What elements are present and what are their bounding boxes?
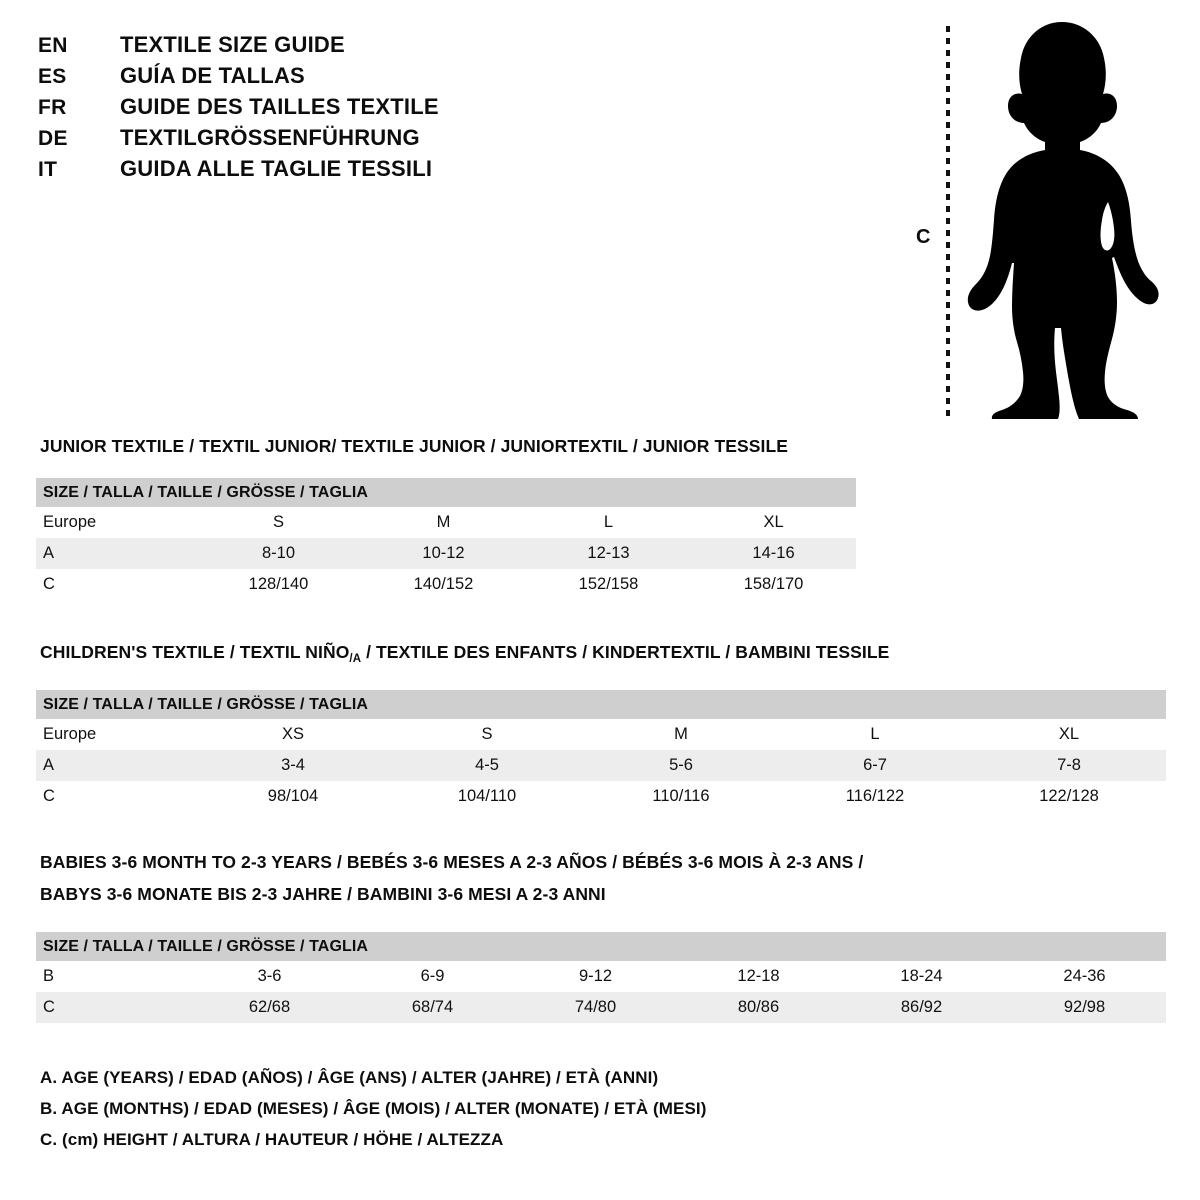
cell: 18-24 (840, 961, 1003, 992)
cell: 62/68 (188, 992, 351, 1023)
row-label: C (36, 781, 196, 812)
table-header-bar: SIZE / TALLA / TAILLE / GRÖSSE / TAGLIA (36, 478, 857, 507)
table-row: C 62/68 68/74 74/80 80/86 86/92 92/98 (36, 992, 1167, 1023)
junior-size-table: SIZE / TALLA / TAILLE / GRÖSSE / TAGLIA … (36, 478, 857, 600)
cell: 3-6 (188, 961, 351, 992)
legend-item-a: A. AGE (YEARS) / EDAD (AÑOS) / ÂGE (ANS)… (40, 1068, 659, 1087)
language-row: DE TEXTILGRÖSSENFÜHRUNG (38, 125, 439, 156)
cell: XL (972, 719, 1167, 750)
size-header-label: SIZE / TALLA / TAILLE / GRÖSSE / TAGLIA (36, 478, 857, 507)
cell: 74/80 (514, 992, 677, 1023)
cell: 152/158 (526, 569, 691, 600)
table-row: A 8-10 10-12 12-13 14-16 (36, 538, 857, 569)
cell: 128/140 (196, 569, 361, 600)
cell: 12-18 (677, 961, 840, 992)
row-label: Europe (36, 507, 196, 538)
table-row: A 3-4 4-5 5-6 6-7 7-8 (36, 750, 1167, 781)
size-header-label: SIZE / TALLA / TAILLE / GRÖSSE / TAGLIA (36, 690, 1167, 719)
language-code: FR (38, 96, 67, 119)
cell: M (361, 507, 526, 538)
language-row: EN TEXTILE SIZE GUIDE (38, 32, 439, 63)
language-code: DE (38, 127, 68, 150)
height-figure: C (890, 12, 1170, 424)
cell: 86/92 (840, 992, 1003, 1023)
cell: L (778, 719, 972, 750)
cell: M (584, 719, 778, 750)
babies-section-title-line2: BABYS 3-6 MONATE BIS 2-3 JAHRE / BAMBINI… (40, 884, 606, 904)
cell: 9-12 (514, 961, 677, 992)
row-label: A (36, 750, 196, 781)
cell: 12-13 (526, 538, 691, 569)
language-code: EN (38, 34, 68, 57)
cell: 24-36 (1003, 961, 1167, 992)
legend-item-c: C. (cm) HEIGHT / ALTURA / HAUTEUR / HÖHE… (40, 1130, 504, 1149)
language-title: TEXTILE SIZE GUIDE (120, 32, 345, 57)
cell: XS (196, 719, 390, 750)
cell: 158/170 (691, 569, 857, 600)
cell: S (196, 507, 361, 538)
cell: 14-16 (691, 538, 857, 569)
table-row: Europe S M L XL (36, 507, 857, 538)
row-label: A (36, 538, 196, 569)
cell: XL (691, 507, 857, 538)
cell: 3-4 (196, 750, 390, 781)
children-title-after: / TEXTILE DES ENFANTS / KINDERTEXTIL / B… (361, 642, 890, 662)
cell: 104/110 (390, 781, 584, 812)
children-size-table: SIZE / TALLA / TAILLE / GRÖSSE / TAGLIA … (36, 690, 1167, 812)
table-row: C 128/140 140/152 152/158 158/170 (36, 569, 857, 600)
language-title-block: EN TEXTILE SIZE GUIDE ES GUÍA DE TALLAS … (38, 32, 439, 187)
cell: 10-12 (361, 538, 526, 569)
measurement-legend: A. AGE (YEARS) / EDAD (AÑOS) / ÂGE (ANS)… (40, 1068, 707, 1161)
table-header-bar: SIZE / TALLA / TAILLE / GRÖSSE / TAGLIA (36, 690, 1167, 719)
row-label: Europe (36, 719, 196, 750)
cell: 7-8 (972, 750, 1167, 781)
table-row: B 3-6 6-9 9-12 12-18 18-24 24-36 (36, 961, 1167, 992)
cell: L (526, 507, 691, 538)
cell: 110/116 (584, 781, 778, 812)
table-header-bar: SIZE / TALLA / TAILLE / GRÖSSE / TAGLIA (36, 932, 1167, 961)
table-row: C 98/104 104/110 110/116 116/122 122/128 (36, 781, 1167, 812)
cell: 4-5 (390, 750, 584, 781)
junior-section-title: JUNIOR TEXTILE / TEXTIL JUNIOR/ TEXTILE … (40, 436, 789, 456)
language-row: FR GUIDE DES TAILLES TEXTILE (38, 94, 439, 125)
toddler-silhouette-icon (967, 22, 1159, 419)
table-row: Europe XS S M L XL (36, 719, 1167, 750)
language-title: TEXTILGRÖSSENFÜHRUNG (120, 125, 420, 150)
babies-section-title-line1: BABIES 3-6 MONTH TO 2-3 YEARS / BEBÉS 3-… (40, 852, 864, 872)
language-code: IT (38, 158, 58, 181)
size-header-label: SIZE / TALLA / TAILLE / GRÖSSE / TAGLIA (36, 932, 1167, 961)
children-title-sub: /A (349, 653, 362, 665)
children-title-before: CHILDREN'S TEXTILE / TEXTIL NIÑO (40, 642, 350, 662)
cell: 5-6 (584, 750, 778, 781)
children-section-title: CHILDREN'S TEXTILE / TEXTIL NIÑO/A / TEX… (40, 642, 889, 665)
height-dotted-line (946, 26, 950, 418)
language-title: GUÍA DE TALLAS (120, 63, 305, 88)
cell: 6-9 (351, 961, 514, 992)
cell: 80/86 (677, 992, 840, 1023)
language-row: IT GUIDA ALLE TAGLIE TESSILI (38, 156, 439, 187)
language-code: ES (38, 65, 67, 88)
cell: 92/98 (1003, 992, 1167, 1023)
language-title: GUIDE DES TAILLES TEXTILE (120, 94, 439, 119)
cell: 116/122 (778, 781, 972, 812)
row-label: C (36, 569, 196, 600)
language-title: GUIDA ALLE TAGLIE TESSILI (120, 156, 433, 181)
height-measure-label: C (916, 226, 931, 248)
legend-item-b: B. AGE (MONTHS) / EDAD (MESES) / ÂGE (MO… (40, 1099, 707, 1118)
cell: 68/74 (351, 992, 514, 1023)
language-row: ES GUÍA DE TALLAS (38, 63, 439, 94)
row-label: C (36, 992, 188, 1023)
cell: 6-7 (778, 750, 972, 781)
cell: 122/128 (972, 781, 1167, 812)
cell: 98/104 (196, 781, 390, 812)
row-label: B (36, 961, 188, 992)
cell: 140/152 (361, 569, 526, 600)
babies-size-table: SIZE / TALLA / TAILLE / GRÖSSE / TAGLIA … (36, 932, 1167, 1023)
cell: 8-10 (196, 538, 361, 569)
cell: S (390, 719, 584, 750)
